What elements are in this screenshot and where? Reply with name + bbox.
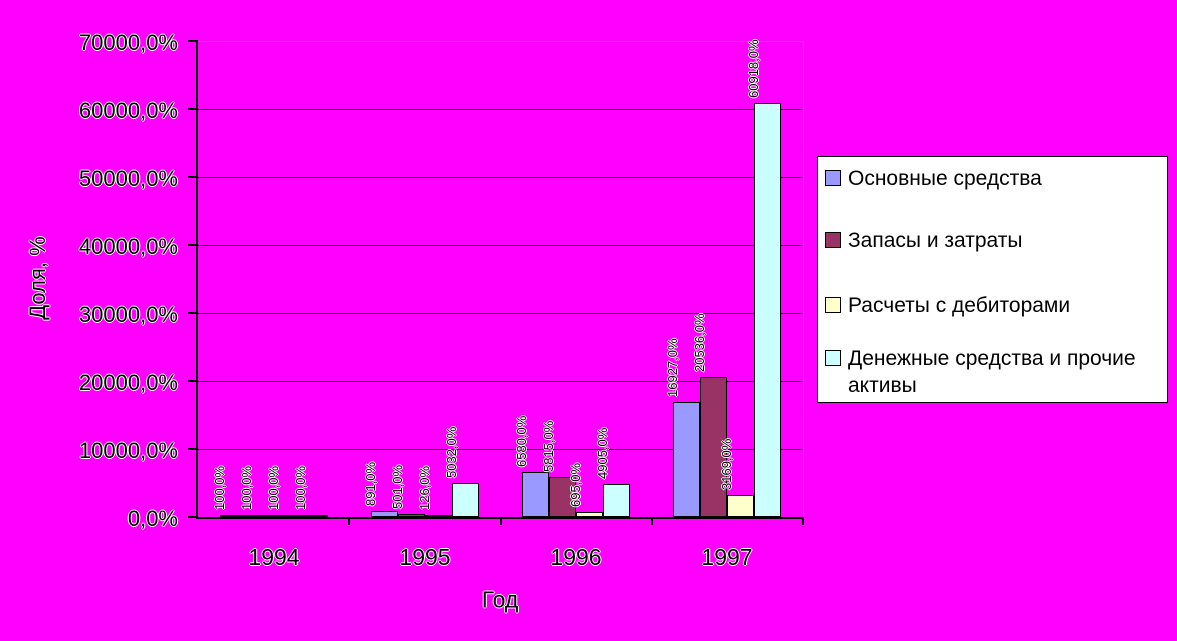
legend-item-label: Денежные средства и прочие активы (848, 347, 1136, 397)
y-axis-tick (188, 516, 198, 518)
bar-value-label: 891,0% (363, 461, 378, 506)
bar-value-label: 100,0% (293, 465, 308, 510)
y-axis-tick (188, 40, 198, 42)
bar (247, 515, 274, 517)
gridline (198, 449, 803, 450)
y-axis-title: Доля, % (25, 236, 50, 320)
bar (398, 514, 425, 517)
bar (220, 515, 247, 517)
plot-border-top (198, 41, 804, 42)
legend-item-label: Расчеты с дебиторами (848, 294, 1071, 317)
bar-value-label: 3169,0% (719, 438, 734, 490)
legend-item-label: Основные средства (848, 167, 1042, 190)
y-tick-label: 10000,0% (78, 438, 178, 463)
legend-item: Основные средства (825, 165, 1162, 192)
legend: Основные средства Запасы и затраты Расчеты… (817, 156, 1168, 403)
y-tick-label: 60000,0% (78, 98, 178, 123)
bar-value-label: 5032,0% (444, 426, 459, 478)
x-axis-title: Год (481, 586, 519, 613)
x-axis-tick (802, 517, 804, 525)
gridline (198, 313, 803, 314)
legend-item: Запасы и затраты (825, 227, 1162, 254)
category-label: 1996 (550, 544, 602, 570)
bar (700, 377, 727, 517)
bar-value-label: 100,0% (239, 465, 254, 510)
bar-value-label: 4905,0% (595, 427, 610, 479)
gridline (198, 177, 803, 178)
bar-value-label: 100,0% (266, 465, 281, 510)
bar-value-label: 60918,0% (746, 39, 761, 98)
legend-swatch (825, 170, 841, 186)
y-tick-label: 20000,0% (78, 370, 178, 395)
y-tick-label: 70000,0% (78, 30, 178, 55)
y-axis-tick (188, 448, 198, 450)
x-axis-tick (651, 517, 653, 525)
y-tick-label: 0,0% (127, 506, 178, 531)
plot-border-right (803, 41, 804, 517)
bar (727, 495, 754, 517)
x-axis-tick (500, 517, 502, 525)
legend-swatch (825, 297, 841, 313)
y-axis-tick (188, 380, 198, 382)
gridline (198, 245, 803, 246)
bar (754, 103, 781, 517)
bar (603, 484, 630, 517)
legend-swatch (825, 232, 841, 248)
y-axis-tick (188, 244, 198, 246)
y-tick-label: 30000,0% (78, 302, 178, 327)
y-axis-tick (188, 108, 198, 110)
y-axis-line (196, 41, 198, 519)
bar (425, 515, 452, 517)
category-label: 1994 (248, 544, 300, 570)
bar-value-label: 695,0% (568, 462, 583, 507)
bar (274, 515, 301, 517)
bar-value-label: 16927,0% (665, 338, 680, 397)
bar-value-label: 20536,0% (692, 313, 707, 372)
bar (301, 515, 328, 517)
bar-value-label: 501,0% (390, 464, 405, 509)
legend-swatch (825, 350, 841, 366)
legend-item: Денежные средства и прочие активы (825, 345, 1162, 399)
bar-value-label: 5815,0% (541, 420, 556, 472)
bar (576, 512, 603, 517)
gridline (198, 109, 803, 110)
bar (549, 477, 576, 517)
y-tick-label: 50000,0% (78, 166, 178, 191)
y-tick-label: 40000,0% (78, 234, 178, 259)
bar-value-label: 126,0% (417, 465, 432, 510)
bar (673, 402, 700, 517)
bar-value-label: 6580,0% (514, 415, 529, 467)
x-axis-tick (348, 517, 350, 525)
bar-value-label: 100,0% (212, 465, 227, 510)
bar (452, 483, 479, 517)
y-axis-tick (188, 176, 198, 178)
category-label: 1997 (701, 544, 753, 570)
category-label: 1995 (399, 544, 451, 570)
y-axis-tick (188, 312, 198, 314)
bar (522, 472, 549, 517)
bar (371, 511, 398, 517)
legend-item-label: Запасы и затраты (848, 229, 1023, 252)
legend-item: Расчеты с дебиторами (825, 292, 1162, 319)
gridline (198, 381, 803, 382)
